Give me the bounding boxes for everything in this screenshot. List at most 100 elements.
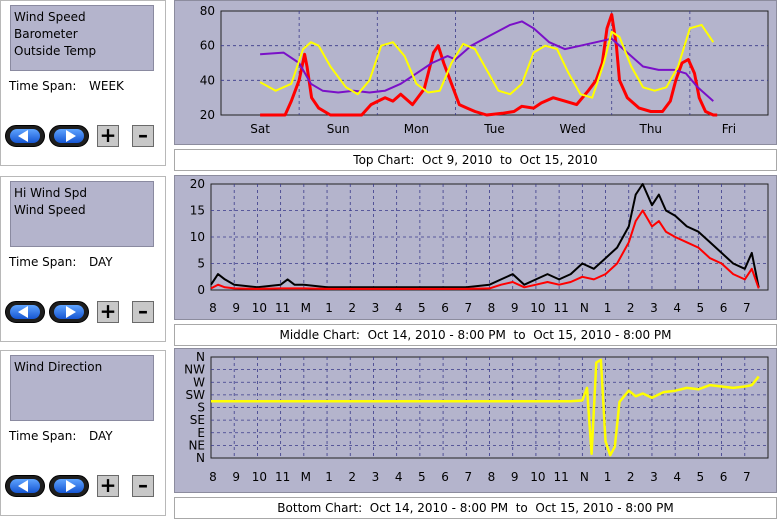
x-tick-label: 9 (511, 470, 519, 484)
series-item[interactable]: Barometer (14, 27, 78, 41)
series-line-wind (260, 13, 718, 117)
x-tick-label: 7 (464, 301, 472, 315)
series-item[interactable]: Wind Speed (14, 10, 86, 24)
y-tick-label: E (197, 426, 205, 440)
top-control-panel: Wind Speed Barometer Outside Temp Time S… (0, 0, 166, 166)
x-tick-label: 5 (418, 470, 426, 484)
series-item[interactable]: Outside Temp (14, 44, 97, 58)
series-item[interactable]: Hi Wind Spd (14, 186, 87, 200)
top-chart: 20 40 60 80 Sat Sun Mon Tue Wed Thu Fri (174, 0, 777, 145)
x-tick-label: 10 (252, 470, 267, 484)
x-tick-label: 9 (232, 470, 240, 484)
x-tick-label: 1 (604, 470, 612, 484)
x-tick-label: 11 (553, 470, 568, 484)
x-tick-label: 6 (441, 470, 449, 484)
x-tick-label: 7 (743, 301, 751, 315)
y-tick-label: 20 (190, 177, 205, 191)
series-item[interactable]: Wind Direction (14, 360, 103, 374)
previous-button[interactable] (5, 475, 45, 497)
x-tick-label: 6 (720, 470, 728, 484)
x-tick-label: 11 (553, 301, 568, 315)
x-tick-label: 5 (697, 470, 705, 484)
time-span-value[interactable]: WEEK (89, 79, 124, 93)
arrow-left-icon (18, 480, 28, 492)
y-tick-label: 60 (200, 39, 215, 53)
x-tick-label: 8 (488, 470, 496, 484)
previous-button[interactable] (5, 301, 45, 323)
x-tick-label: 8 (488, 301, 496, 315)
time-span-value[interactable]: DAY (89, 255, 113, 269)
time-span-label: Time Span: (9, 255, 77, 269)
x-tick-label: 10 (530, 301, 545, 315)
y-tick-label: SE (190, 413, 205, 427)
y-tick-label: 40 (200, 73, 215, 87)
x-tick-label: 4 (395, 470, 403, 484)
x-tick-label: Sat (250, 122, 270, 136)
x-tick-label: 11 (275, 301, 290, 315)
zoom-in-button[interactable]: + (97, 301, 119, 323)
y-tick-label: 15 (190, 204, 205, 218)
y-tick-label: 80 (200, 4, 215, 18)
x-tick-label: 3 (372, 301, 380, 315)
arrow-left-icon (18, 130, 28, 142)
x-tick-label: 9 (511, 301, 519, 315)
series-line-barometer (260, 20, 714, 102)
top-series-list[interactable]: Wind Speed Barometer Outside Temp (10, 5, 154, 71)
time-span: Time Span: DAY (9, 255, 113, 269)
middle-series-list[interactable]: Hi Wind Spd Wind Speed (10, 181, 154, 247)
time-span: Time Span: DAY (9, 429, 113, 443)
middle-control-panel: Hi Wind Spd Wind Speed Time Span: DAY + – (0, 176, 166, 342)
y-tick-label: 10 (190, 230, 205, 244)
zoom-in-button[interactable]: + (97, 125, 119, 147)
y-tick-label: N (196, 350, 205, 364)
x-tick-label: M (301, 470, 311, 484)
x-tick-label: 10 (530, 470, 545, 484)
top-chart-caption: Top Chart: Oct 9, 2010 to Oct 15, 2010 (174, 149, 777, 171)
x-tick-label: 2 (348, 470, 356, 484)
series-line-direction (211, 358, 760, 457)
time-span-value[interactable]: DAY (89, 429, 113, 443)
middle-chart-caption: Middle Chart: Oct 14, 2010 - 8:00 PM to … (174, 324, 777, 346)
x-tick-label: 2 (627, 470, 635, 484)
y-tick-label: N (196, 451, 205, 465)
zoom-out-button[interactable]: – (132, 125, 154, 147)
x-tick-label: 8 (209, 470, 217, 484)
previous-button[interactable] (5, 125, 45, 147)
x-tick-label: 4 (673, 470, 681, 484)
x-tick-label: 3 (372, 470, 380, 484)
zoom-in-button[interactable]: + (97, 475, 119, 497)
x-tick-label: 1 (325, 301, 333, 315)
x-tick-label: 4 (673, 301, 681, 315)
x-tick-label: Thu (639, 122, 663, 136)
x-tick-label: 2 (348, 301, 356, 315)
x-tick-label: 4 (395, 301, 403, 315)
arrow-right-icon (66, 130, 76, 142)
arrow-right-icon (66, 306, 76, 318)
x-tick-label: 1 (325, 470, 333, 484)
next-button[interactable] (49, 475, 89, 497)
arrow-right-icon (66, 480, 76, 492)
zoom-out-button[interactable]: – (132, 301, 154, 323)
series-line-wind (210, 209, 760, 290)
next-button[interactable] (49, 125, 89, 147)
y-tick-label: W (193, 375, 205, 389)
x-tick-label: 6 (720, 301, 728, 315)
bottom-control-panel: Wind Direction Time Span: DAY + – (0, 350, 166, 516)
x-tick-label: N (580, 470, 589, 484)
zoom-out-button[interactable]: – (132, 475, 154, 497)
x-tick-label: 7 (743, 470, 751, 484)
x-tick-label: 5 (697, 301, 705, 315)
x-tick-label: 6 (441, 301, 449, 315)
arrow-left-icon (18, 306, 28, 318)
y-tick-label: 20 (200, 108, 215, 122)
series-item[interactable]: Wind Speed (14, 203, 86, 217)
y-tick-label: NE (188, 438, 205, 452)
x-tick-label: Mon (404, 122, 429, 136)
x-tick-label: 11 (275, 470, 290, 484)
y-tick-label: 5 (197, 257, 205, 271)
next-button[interactable] (49, 301, 89, 323)
y-tick-label: SW (186, 388, 206, 402)
bottom-series-list[interactable]: Wind Direction (10, 355, 154, 421)
